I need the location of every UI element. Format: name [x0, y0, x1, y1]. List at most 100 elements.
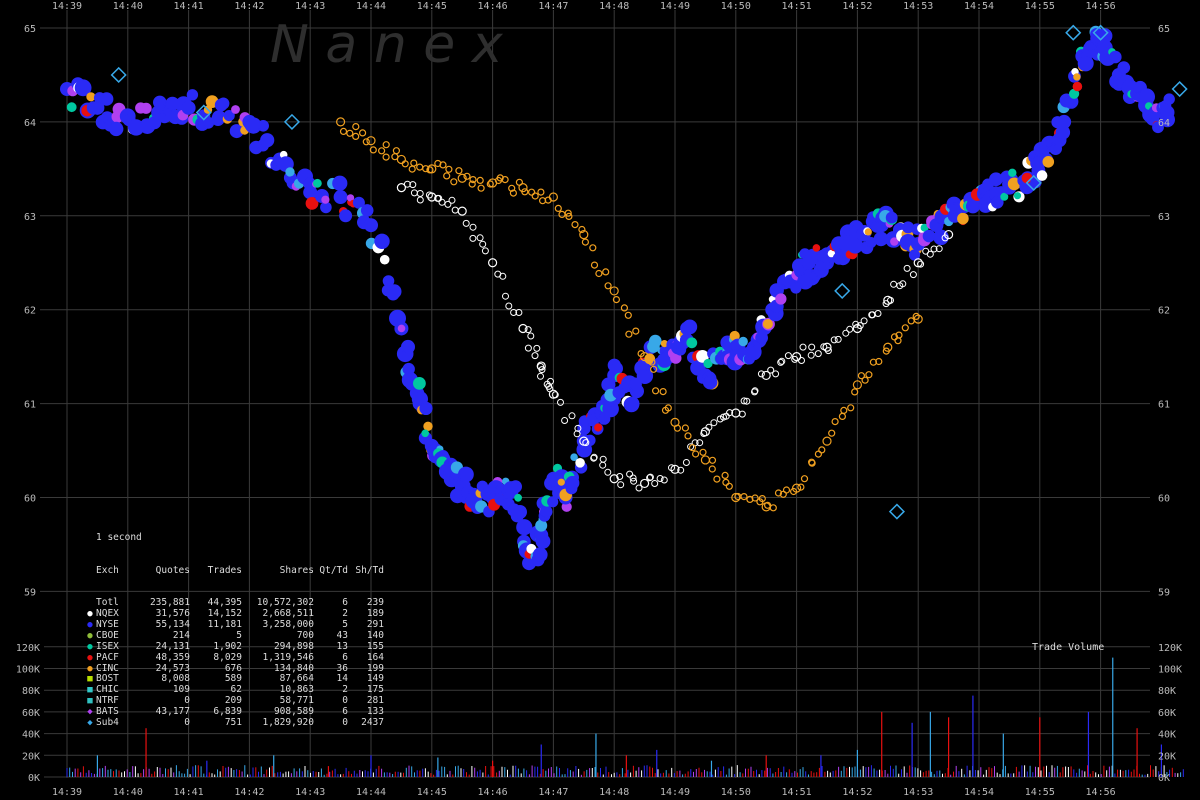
price-point-cinc [758, 495, 766, 503]
price-point-nqex [524, 326, 532, 334]
price-point-nqex [824, 347, 832, 355]
price-point-nyse [352, 196, 365, 209]
price-point-nyse [534, 528, 549, 543]
price-point-nyse [885, 211, 898, 224]
price-point-nqex [883, 295, 893, 305]
x-tick-label-top: 14:43 [295, 1, 325, 12]
legend-cell: 239 [366, 597, 384, 609]
x-tick-label-bottom: 14:47 [538, 787, 568, 798]
price-point-cinc [700, 455, 711, 465]
price-point-cinc [684, 432, 692, 440]
price-point-cinc [763, 501, 772, 509]
price-point-nyse [922, 229, 936, 243]
price-point-cinc [571, 221, 579, 229]
price-point-sub4 [110, 66, 127, 84]
price-point-nqex [822, 342, 832, 352]
price-point-nqex [599, 455, 607, 463]
legend-cell: BATS [96, 706, 119, 718]
price-point-cinc [486, 180, 494, 188]
x-tick-label-top: 14:44 [356, 1, 386, 12]
y-tick-label-left: 60 [24, 494, 36, 505]
x-tick-label-bottom: 14:49 [660, 787, 690, 798]
price-point-nqex [710, 419, 718, 427]
price-point-cinc [366, 136, 376, 146]
legend-cell: 0 [342, 695, 348, 707]
price-point-sub4 [888, 503, 905, 520]
volume-tick-label-right: 60K [1158, 708, 1176, 719]
price-point-nyse [827, 249, 836, 258]
price-point-cinc [725, 482, 733, 490]
price-point-cinc [840, 406, 848, 414]
price-point-cinc [624, 311, 632, 319]
legend-cell: 10,572,302 [256, 597, 314, 609]
price-point-sub4 [1065, 24, 1082, 41]
price-point-nqex [545, 382, 553, 390]
price-point-nyse [217, 97, 230, 110]
price-point-nyse [1036, 170, 1048, 181]
legend-header: Shares [279, 564, 314, 576]
y-tick-label-left: 59 [24, 587, 36, 598]
price-point-cinc [537, 188, 545, 196]
price-point-nyse [1072, 81, 1083, 92]
price-point-nqex [926, 250, 934, 258]
volume-tick-label-right: 0K [1158, 773, 1170, 784]
price-point-cinc [681, 424, 690, 432]
price-point-cinc [439, 161, 447, 169]
price-point-nqex [846, 325, 854, 333]
price-point-cinc [548, 192, 559, 202]
price-point-cinc [649, 365, 658, 373]
price-point-cinc [782, 486, 791, 494]
legend-cell: 164 [366, 651, 384, 663]
legend-cell: 36 [336, 662, 348, 674]
x-tick-label-bottom: 14:44 [356, 787, 386, 798]
price-point-nqex [462, 219, 470, 227]
price-point-cinc [579, 229, 589, 240]
x-tick-label-bottom: 14:43 [295, 787, 325, 798]
price-point-nqex [425, 191, 433, 199]
price-point-cinc [455, 167, 463, 175]
price-point-nqex [814, 350, 822, 358]
price-point-cinc [808, 459, 816, 467]
legend-cell: 209 [224, 695, 242, 707]
price-point-nqex [524, 344, 532, 352]
price-point-nyse [423, 421, 433, 431]
price-point-nyse [1008, 168, 1017, 178]
price-point-nqex [635, 484, 643, 492]
price-point-nyse [547, 496, 559, 508]
legend-title-text: 1 second [96, 531, 142, 543]
price-point-nqex [751, 387, 759, 395]
price-point-nqex [481, 247, 489, 255]
price-point-nyse [419, 401, 433, 415]
price-point-nqex [604, 468, 612, 476]
price-point-nyse [66, 102, 77, 113]
legend-rows: Totl 235,881 44,395 10,572,302 6 239 ● NQEX 31,5… [84, 597, 384, 729]
legend-cell: 24,573 [155, 662, 190, 674]
legend-cell: 0 [184, 717, 190, 729]
price-point-nyse [513, 505, 527, 519]
price-point-nqex [515, 309, 523, 316]
legend-cell: 58,771 [279, 695, 314, 707]
price-point-nyse [458, 466, 474, 483]
legend-symbol: ● [87, 652, 93, 663]
price-point-nyse [957, 212, 969, 225]
price-point-cinc [861, 376, 869, 384]
y-tick-label-right: 63 [1158, 212, 1170, 223]
price-point-nqex [798, 357, 805, 364]
price-point-nyse [570, 453, 578, 462]
price-point-cinc [401, 160, 409, 168]
legend-cell: 1,829,920 [262, 717, 314, 729]
legend-cell: 751 [224, 717, 242, 729]
price-point-nyse [90, 100, 105, 115]
price-point-nyse [1163, 93, 1175, 105]
legend-symbol: ■ [87, 674, 93, 685]
price-point-nqex [909, 271, 917, 279]
price-point-nqex [537, 372, 544, 380]
price-point-nqex [646, 474, 654, 482]
x-tick-label-top: 14:42 [234, 1, 264, 12]
x-tick-label-bottom: 14:50 [721, 787, 751, 798]
price-point-nqex [533, 344, 541, 352]
x-tick-label-top: 14:52 [842, 1, 872, 12]
x-tick-label-top: 14:56 [1086, 1, 1116, 12]
price-point-cinc [912, 312, 920, 320]
legend-cell: Sub4 [96, 717, 119, 729]
